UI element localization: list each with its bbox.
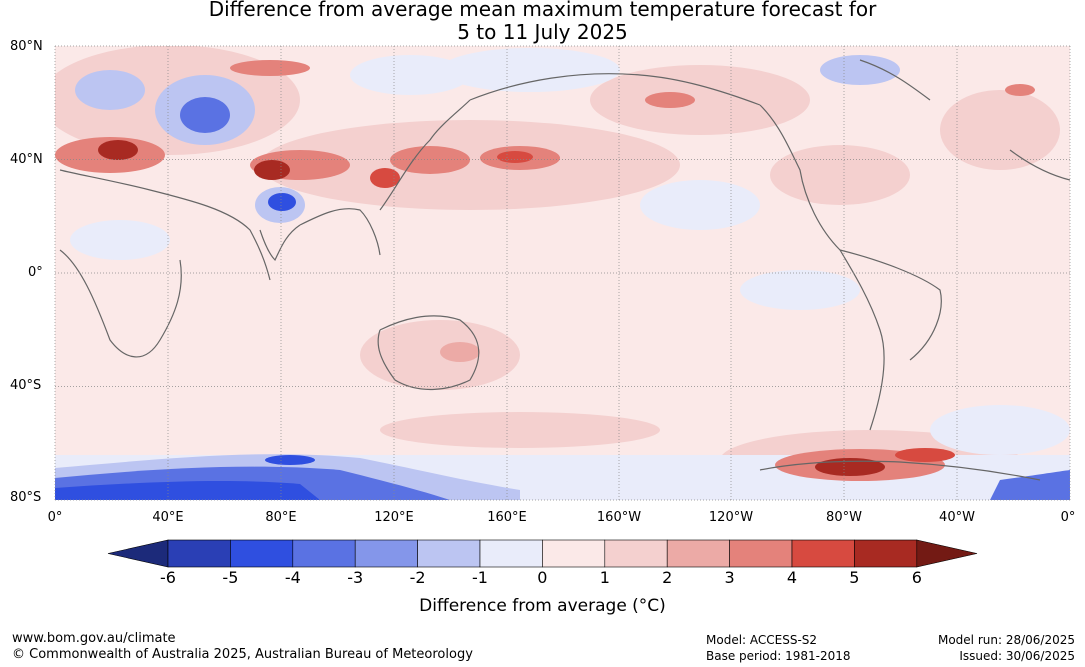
colorbar-swatch [729,539,793,568]
colorbar-tick-label: 5 [849,568,860,587]
coastlines [59,59,1070,481]
lat-label-80s: 80°S [10,490,42,505]
lon-label-40w: 40°W [939,510,975,525]
colorbar-tick-label: -6 [160,568,176,587]
colorbar-swatch [791,539,855,568]
colorbar-swatch [354,539,418,568]
colorbar-extend-high [916,539,978,568]
colorbar-label: Difference from average (°C) [419,596,666,616]
footer-issued: Issued: 30/06/2025 [959,649,1075,663]
lon-label-160e: 160°E [487,510,527,525]
colorbar-tick-label: 6 [911,568,922,587]
colorbar-swatch [854,539,918,568]
colorbar-tick-label: 2 [662,568,673,587]
colorbar-swatch [417,539,481,568]
colorbar-swatch [230,539,294,568]
footer-copyright: © Commonwealth of Australia 2025, Austra… [12,647,473,662]
colorbar-swatch [542,539,606,568]
footer-base-period: Base period: 1981-2018 [706,649,851,663]
colorbar-tick-label: -4 [284,568,301,587]
footer-model-run: Model run: 28/06/2025 [937,633,1075,647]
temperature-anomaly-field [55,46,1070,500]
colorbar-tick-label: -3 [347,568,364,587]
footer-website: www.bom.gov.au/climate [12,631,176,646]
colorbar-extend-low [107,539,169,568]
colorbar-tick-label: 4 [786,568,798,587]
lon-label-0-right: 0° [1060,510,1076,525]
colorbar-swatch [666,539,730,568]
colorbar-tick-label: 0 [537,568,548,587]
lat-label-0: 0° [28,265,43,280]
lon-label-120w: 120°W [708,510,754,525]
lon-label-80e: 80°E [265,510,297,525]
map-title-line1: Difference from average mean maximum tem… [208,0,877,21]
lon-label-160w: 160°W [596,510,642,525]
lon-label-0-left: 0° [47,510,63,525]
colorbar-tick-label: 3 [724,568,735,587]
colorbar-swatch [167,539,231,568]
colorbar-tick-label: -5 [222,568,239,587]
map-title-line2: 5 to 11 July 2025 [457,20,628,44]
gridlines [54,45,1071,501]
colorbar-tick-label: -2 [409,568,426,587]
colorbar [107,539,978,568]
colorbar-swatch [479,539,543,568]
lon-label-120e: 120°E [374,510,414,525]
colorbar-swatch [292,539,356,568]
colorbar-tick-label: 1 [599,568,610,587]
lat-label-40n: 40°N [10,152,43,167]
lon-label-80w: 80°W [826,510,862,525]
lon-label-40e: 40°E [152,510,184,525]
colorbar-swatch [604,539,668,568]
lat-label-40s: 40°S [10,378,42,393]
lat-label-80n: 80°N [10,39,43,54]
footer-model: Model: ACCESS-S2 [706,633,818,647]
colorbar-tick-label: -1 [472,568,488,587]
